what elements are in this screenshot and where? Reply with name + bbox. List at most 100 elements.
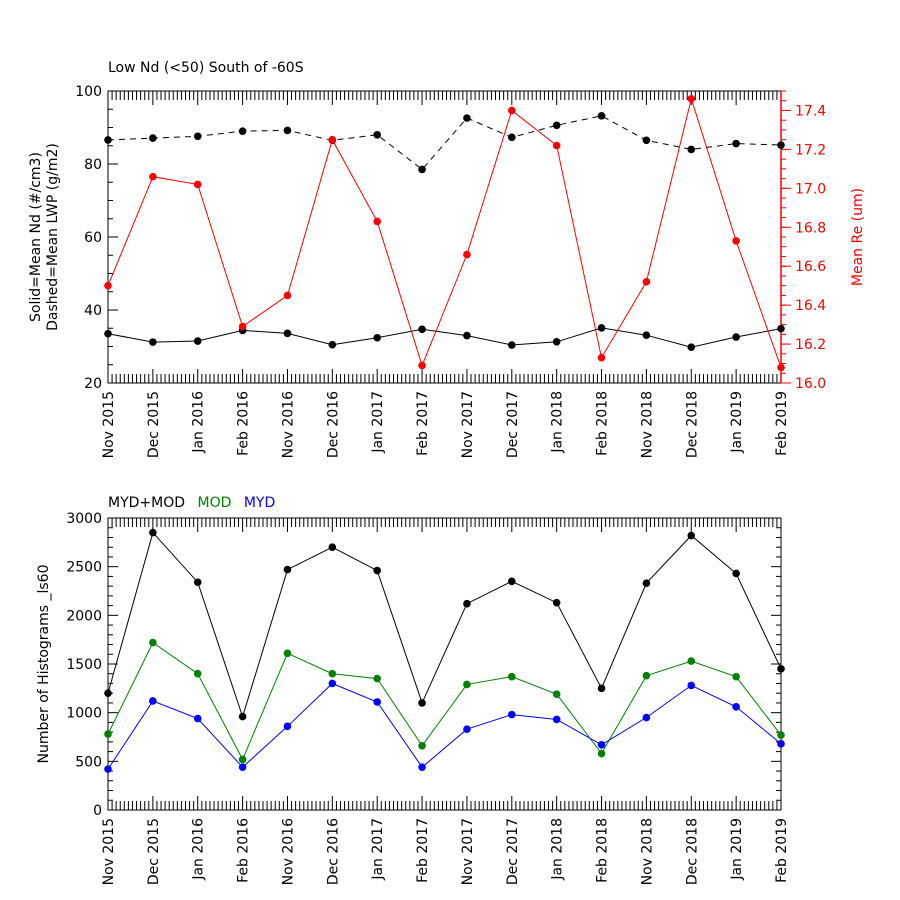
bottom-series-2-point: [283, 722, 292, 731]
legend-myd: MYD: [244, 495, 275, 511]
top-y2-tick-label: 16.0: [795, 376, 826, 392]
top-y-tick-label: 20: [84, 376, 102, 392]
top-series-2-point: [238, 322, 247, 331]
bottom-series-1-point: [418, 741, 426, 750]
top-series-0-point: [777, 324, 785, 333]
bottom-series-1-point: [597, 749, 606, 758]
top-y-tick-label: 100: [75, 84, 102, 100]
bottom-series-0-point: [238, 712, 247, 721]
bottom-y-tick-label: 1500: [66, 657, 102, 673]
bottom-series-0-point: [328, 543, 337, 551]
top-series-1-point: [104, 136, 112, 144]
bottom-series-0-point: [104, 689, 112, 697]
bottom-x-tick-label: Jan 2018: [550, 818, 566, 881]
bottom-series-1-point: [283, 649, 292, 658]
bottom-series-2-point: [193, 714, 202, 723]
top-series-0-point: [732, 333, 740, 341]
bottom-series-0-point: [283, 565, 292, 574]
top-ylabel-line1: Solid=Mean Nd (#/cm3): [28, 152, 44, 322]
bottom-y-tick-label: 3000: [66, 511, 102, 527]
bottom-legend: MYD+MOD MOD MYD: [108, 495, 275, 511]
bottom-y-tick-label: 0: [93, 803, 102, 819]
top-series-0-point: [687, 343, 696, 352]
top-chart: Low Nd (<50) South of -60S Nov 2015 Dec 2…: [28, 60, 866, 458]
top-y2-tick-label: 17.0: [795, 181, 826, 197]
bottom-x-tick-label: Feb 2019: [774, 818, 790, 883]
top-series-0-point: [193, 337, 202, 345]
bottom-chart: MYD+MOD MOD MYD Nov 2015 Dec 2015 Jan 2016…: [36, 495, 790, 885]
bottom-series-2-point: [508, 710, 516, 719]
top-x-tick-label: Nov 2015: [101, 391, 117, 458]
top-series-2-point: [104, 281, 112, 290]
top-series-0-line: [107, 327, 782, 348]
top-series-1-point: [508, 133, 516, 142]
bottom-series-1-point: [777, 731, 785, 739]
bottom-series-0-point: [463, 599, 471, 608]
bottom-series-2-point: [149, 697, 157, 705]
bottom-series-1-point: [642, 671, 651, 680]
top-series-0-point: [463, 331, 471, 340]
top-plot-area: Nov 2015 Dec 2015 Jan 2016 Feb 2016 Nov 2016…: [75, 84, 826, 458]
top-series-2-point: [463, 250, 471, 259]
bottom-series-0-point: [373, 566, 382, 575]
top-x-tick-label: Dec 2018: [684, 391, 700, 458]
top-series-1-point: [597, 112, 606, 120]
top-y-tick-label: 60: [84, 230, 102, 246]
bottom-x-tick-label: Jan 2016: [191, 818, 207, 881]
legend-myd-mod: MYD+MOD: [108, 495, 185, 511]
top-series-0-point: [508, 341, 516, 349]
bottom-y-tick-label: 2000: [66, 608, 102, 624]
top-series-2-line: [107, 96, 782, 368]
top-series-0-point: [149, 338, 157, 346]
bottom-series-1-point: [552, 690, 561, 698]
top-series-0-point: [328, 340, 337, 349]
top-series-1-point: [642, 136, 651, 145]
bottom-x-tick-label: Feb 2016: [236, 818, 252, 883]
bottom-series-2-point: [642, 713, 651, 722]
top-y-tick-label: 40: [84, 303, 102, 319]
top-series-0-point: [418, 325, 426, 334]
bottom-series-2-point: [104, 765, 112, 773]
top-series-1-point: [193, 132, 202, 141]
bottom-series-0-point: [552, 598, 561, 607]
bottom-series-2-point: [463, 725, 471, 734]
bottom-series-1-point: [508, 672, 516, 681]
bottom-series-1-point: [732, 672, 740, 681]
bottom-plot-area: Nov 2015 Dec 2015 Jan 2016 Feb 2016 Nov 2016…: [66, 511, 790, 885]
top-y2-tick-label: 16.8: [795, 220, 826, 236]
top-series-0-point: [283, 329, 292, 338]
bottom-series-2-line: [107, 682, 782, 770]
bottom-x-tick-label: Feb 2018: [595, 818, 611, 883]
top-series-1-point: [777, 141, 785, 149]
top-x-tick-label: Nov 2018: [639, 391, 655, 458]
top-x-tick-label: Jan 2018: [550, 391, 566, 454]
bottom-x-tick-label: Dec 2016: [325, 818, 341, 885]
top-x-tick-label: Feb 2016: [236, 391, 252, 456]
bottom-series-2-point: [597, 740, 606, 749]
top-series-1-point: [238, 127, 247, 135]
bottom-series-0-line: [107, 531, 782, 719]
bottom-x-tick-label: Nov 2015: [101, 818, 117, 885]
bottom-x-tick-label: Jan 2017: [370, 818, 386, 881]
bottom-series-0-point: [732, 569, 740, 578]
top-series-1-point: [418, 165, 426, 174]
bottom-series-2-point: [732, 703, 740, 711]
top-series-2-point: [597, 353, 606, 362]
legend-mod: MOD: [197, 495, 231, 511]
top-x-tick-label: Feb 2018: [595, 391, 611, 456]
top-x-tick-label: Jan 2016: [191, 391, 207, 454]
bottom-series-2-point: [373, 698, 382, 706]
top-series-2-point: [328, 135, 337, 144]
bottom-series-0-point: [687, 531, 696, 540]
top-x-tick-label: Dec 2016: [325, 391, 341, 458]
top-series-0-point: [597, 324, 606, 332]
top-series-1-point: [373, 131, 382, 139]
bottom-x-tick-label: Dec 2018: [684, 818, 700, 885]
top-x-tick-label: Jan 2019: [729, 391, 745, 454]
top-series-2-point: [687, 94, 696, 103]
bottom-series-1-point: [687, 657, 696, 665]
top-series-0-point: [552, 337, 561, 346]
top-series-2-point: [373, 217, 382, 226]
top-ylabel-line2: Dashed=Mean LWP (g/m2): [45, 143, 61, 331]
